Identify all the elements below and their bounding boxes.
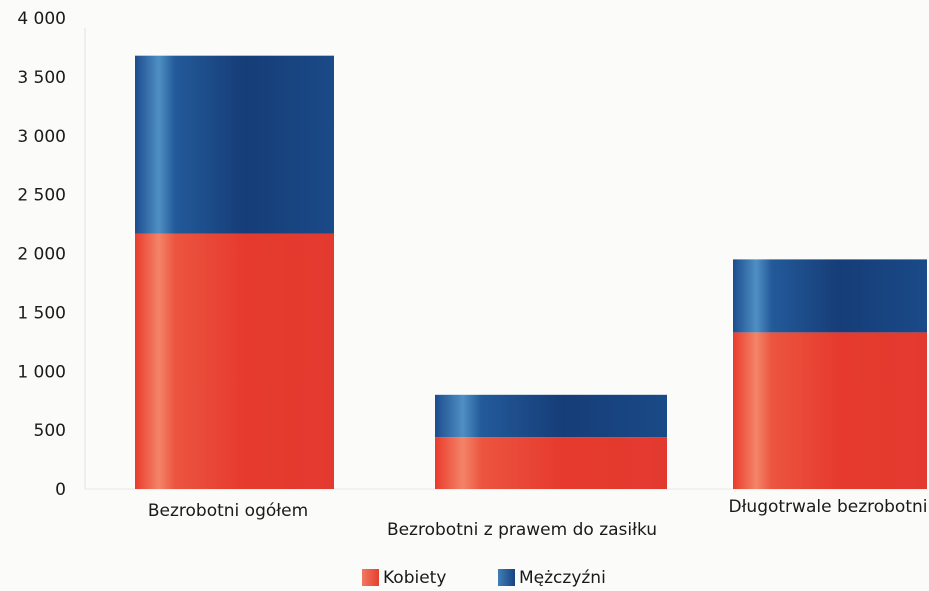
y-tick-label: 2 000 xyxy=(17,245,66,265)
y-tick-label: 3 000 xyxy=(17,127,66,147)
y-tick-label: 2 500 xyxy=(17,186,66,206)
y-tick-label: 0 xyxy=(55,480,66,500)
category-label: Bezrobotni z prawem do zasiłku xyxy=(387,520,657,540)
y-tick-label: 500 xyxy=(34,421,66,441)
bar-kobiety-0 xyxy=(135,233,334,489)
bar-mezczyzni-0 xyxy=(135,55,334,234)
y-tick-label: 4 000 xyxy=(17,9,66,29)
bar-kobiety-2 xyxy=(733,332,927,489)
legend: Kobiety Mężczyźni xyxy=(362,568,606,588)
bar-kobiety-1 xyxy=(435,437,667,489)
legend-label-mezczyzni: Mężczyźni xyxy=(519,568,606,588)
category-label: Bezrobotni ogółem xyxy=(148,501,308,521)
y-tick-label: 3 500 xyxy=(17,68,66,88)
y-axis-ticks: 0 500 1 000 1 500 2 000 2 500 3 000 3 500 4 000 xyxy=(17,9,66,500)
bar-mezczyzni-2 xyxy=(733,259,927,333)
legend-swatch-kobiety xyxy=(362,569,379,586)
bars xyxy=(135,55,927,489)
legend-swatch-mezczyzni xyxy=(498,569,515,586)
y-tick-label: 1 500 xyxy=(17,303,66,323)
bar-mezczyzni-1 xyxy=(435,394,667,438)
legend-label-kobiety: Kobiety xyxy=(383,568,446,588)
category-label: Długotrwale bezrobotni xyxy=(729,497,928,517)
category-labels: Bezrobotni ogółem Bezrobotni z prawem do … xyxy=(148,497,928,540)
y-tick-label: 1 000 xyxy=(17,362,66,382)
